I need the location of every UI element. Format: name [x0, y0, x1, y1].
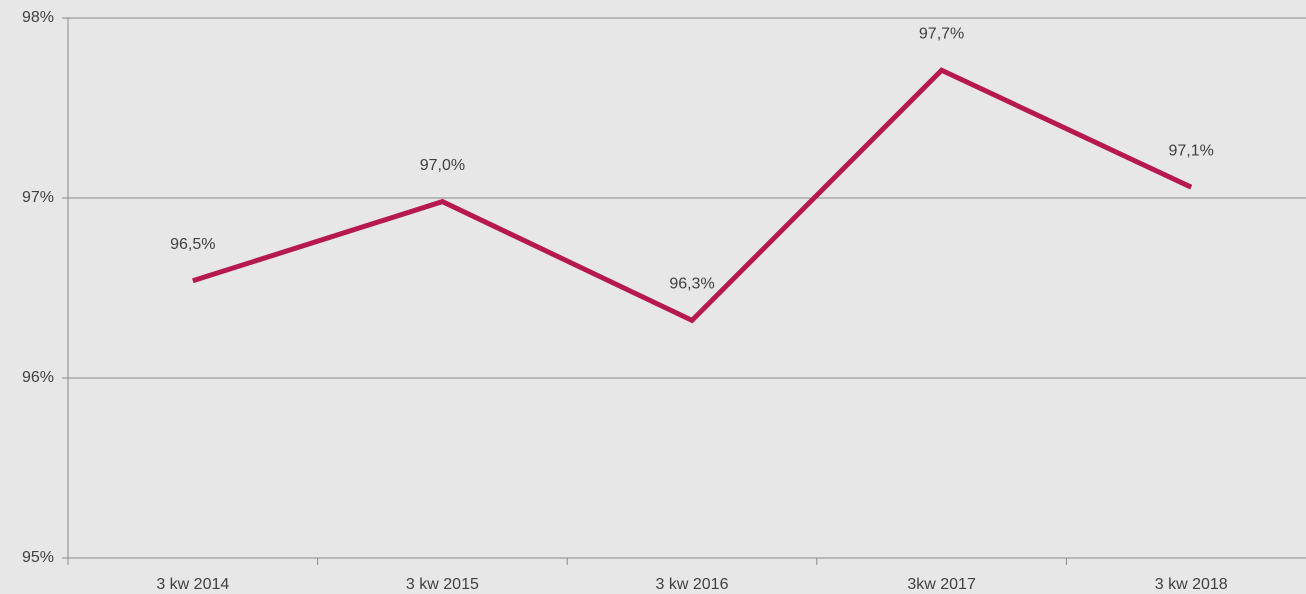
x-tick-label: 3 kw 2014: [156, 576, 229, 593]
data-label: 97,7%: [919, 25, 964, 42]
x-tick-label: 3 kw 2018: [1155, 576, 1228, 593]
x-tick-label: 3kw 2017: [907, 576, 976, 593]
y-tick-label: 95%: [22, 549, 54, 566]
y-tick-label: 98%: [22, 9, 54, 26]
x-tick-label: 3 kw 2015: [406, 576, 479, 593]
data-label: 96,5%: [170, 236, 215, 253]
y-tick-label: 97%: [22, 189, 54, 206]
data-label: 96,3%: [669, 276, 714, 293]
data-label: 97,0%: [420, 157, 465, 174]
x-tick-label: 3 kw 2016: [656, 576, 729, 593]
y-tick-label: 96%: [22, 369, 54, 386]
data-label: 97,1%: [1169, 142, 1214, 159]
data-line: [192, 67, 1193, 324]
